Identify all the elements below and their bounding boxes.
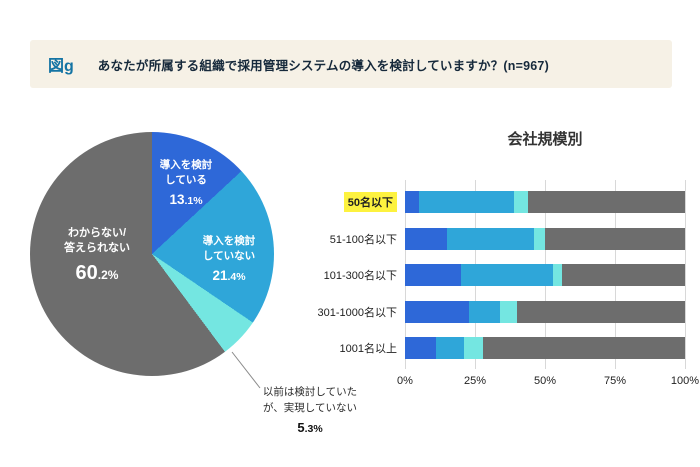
pie-value-main: 13 [169,192,185,208]
pie-label-text: していない [202,249,256,262]
bar-row [405,221,685,258]
bar-row [405,184,685,221]
bar-segment [528,191,685,214]
bar-row [405,257,685,294]
bar-track [405,337,685,360]
bar-segment [463,337,484,360]
pie-label-not-considering: 導入を検討 していない 21.4% [186,234,272,288]
pie-label-value: 60.2% [44,259,150,287]
bar-row [405,294,685,331]
pie-label-text: 導入を検討 [159,159,213,171]
pie-label-text: 導入を検討 [202,235,256,247]
pie-annotation-previously: 以前は検討していた が、実現していない 5.3% [246,384,374,438]
bar-chart-body: 50名以下 51-100名以下 101-300名以下 301-1000名以下 1001名… [315,180,686,369]
bar-segment [469,300,501,323]
pie-label-text: している [165,173,207,186]
bar-segment [405,337,436,360]
bar-category-text: 301-1000名以下 [317,306,398,319]
pie-label-considering: 導入を検討 している 13.1% [142,158,230,212]
pie-value-sub: .2% [97,267,119,282]
company-size-chart: 会社規模別 50名以下 51-100名以下 101-300名以下 301-1000名以… [315,130,700,393]
annotation-text: が、実現していない [263,402,357,415]
pie-value-sub: .3% [304,422,323,435]
bar-segment [405,191,419,214]
bar-category-text: 101-300名以下 [323,270,397,283]
pie-value-main: 5 [297,419,305,435]
bar-category-label: 50名以下 [315,184,397,221]
pie-label-value: 21.4% [186,265,272,287]
annotation-value: 5.3% [246,418,374,438]
figure-title: あなたが所属する組織で採用管理システムの導入を検討していますか？(n=967) [97,58,549,73]
figure-header: 図g あなたが所属する組織で採用管理システムの導入を検討していますか？(n=96… [30,40,672,88]
bar-segment [419,191,515,214]
pie-label-text: わからない/ [67,227,127,239]
pie-value-sub: .1% [184,195,203,208]
bar-segment [405,227,447,250]
bar-segment [435,337,464,360]
bar-rows [405,184,685,367]
pie-value-sub: .4% [227,271,246,284]
bar-track [405,300,685,323]
pie-graphic [30,132,274,376]
bar-track [405,264,685,287]
bar-segment [500,300,517,323]
bar-track [405,191,685,214]
annotation-leader-line [231,351,261,389]
bar-track [405,227,685,250]
pie-label-unknown: わからない/ 答えられない 60.2% [44,226,150,287]
bar-plot-area [405,180,686,369]
axis-tick-label: 50% [533,374,557,387]
axis-tick-label: 75% [603,374,627,387]
bar-segment [514,191,529,214]
pie-label-text: 答えられない [64,242,130,255]
bar-row [405,330,685,367]
pie-label-value: 13.1% [142,189,230,211]
bar-category-label: 1001名以上 [315,330,397,367]
axis-tick-label: 25% [463,374,487,387]
pie-value-main: 60 [75,261,98,284]
bar-category-label: 51-100名以下 [315,221,397,258]
bar-chart-title: 会社規模別 [507,131,583,148]
annotation-text: 以前は検討していた [262,386,358,398]
bar-category-label: 301-1000名以下 [315,294,398,331]
bar-category-label: 101-300名以下 [315,257,397,294]
gridline [685,180,686,369]
bar-segment [533,227,545,250]
bar-segment [516,300,685,323]
bar-segment [461,264,554,287]
pie-chart: 導入を検討 している 13.1% 導入を検討 していない 21.4% わからない… [30,132,274,376]
bar-segment [405,264,461,287]
bar-category-text: 51-100名以下 [329,233,397,246]
bar-category-labels: 50名以下 51-100名以下 101-300名以下 301-1000名以下 1001名… [315,184,397,367]
bar-segment [447,227,534,250]
bar-category-highlighted: 50名以下 [343,192,397,213]
axis-tick-label: 100% [670,374,700,387]
axis-tick-label: 0% [397,374,413,387]
pie-value-main: 21 [212,268,228,284]
bar-segment [561,264,685,287]
figure-label: 図g [48,58,74,75]
bar-axis-ticks: 0% 25% 50% 75% 100% [397,374,699,393]
bar-category-text: 1001名以上 [339,343,397,356]
bar-segment [405,300,470,323]
bar-segment [483,337,685,360]
bar-segment [544,227,685,250]
bar-segment [553,264,562,287]
